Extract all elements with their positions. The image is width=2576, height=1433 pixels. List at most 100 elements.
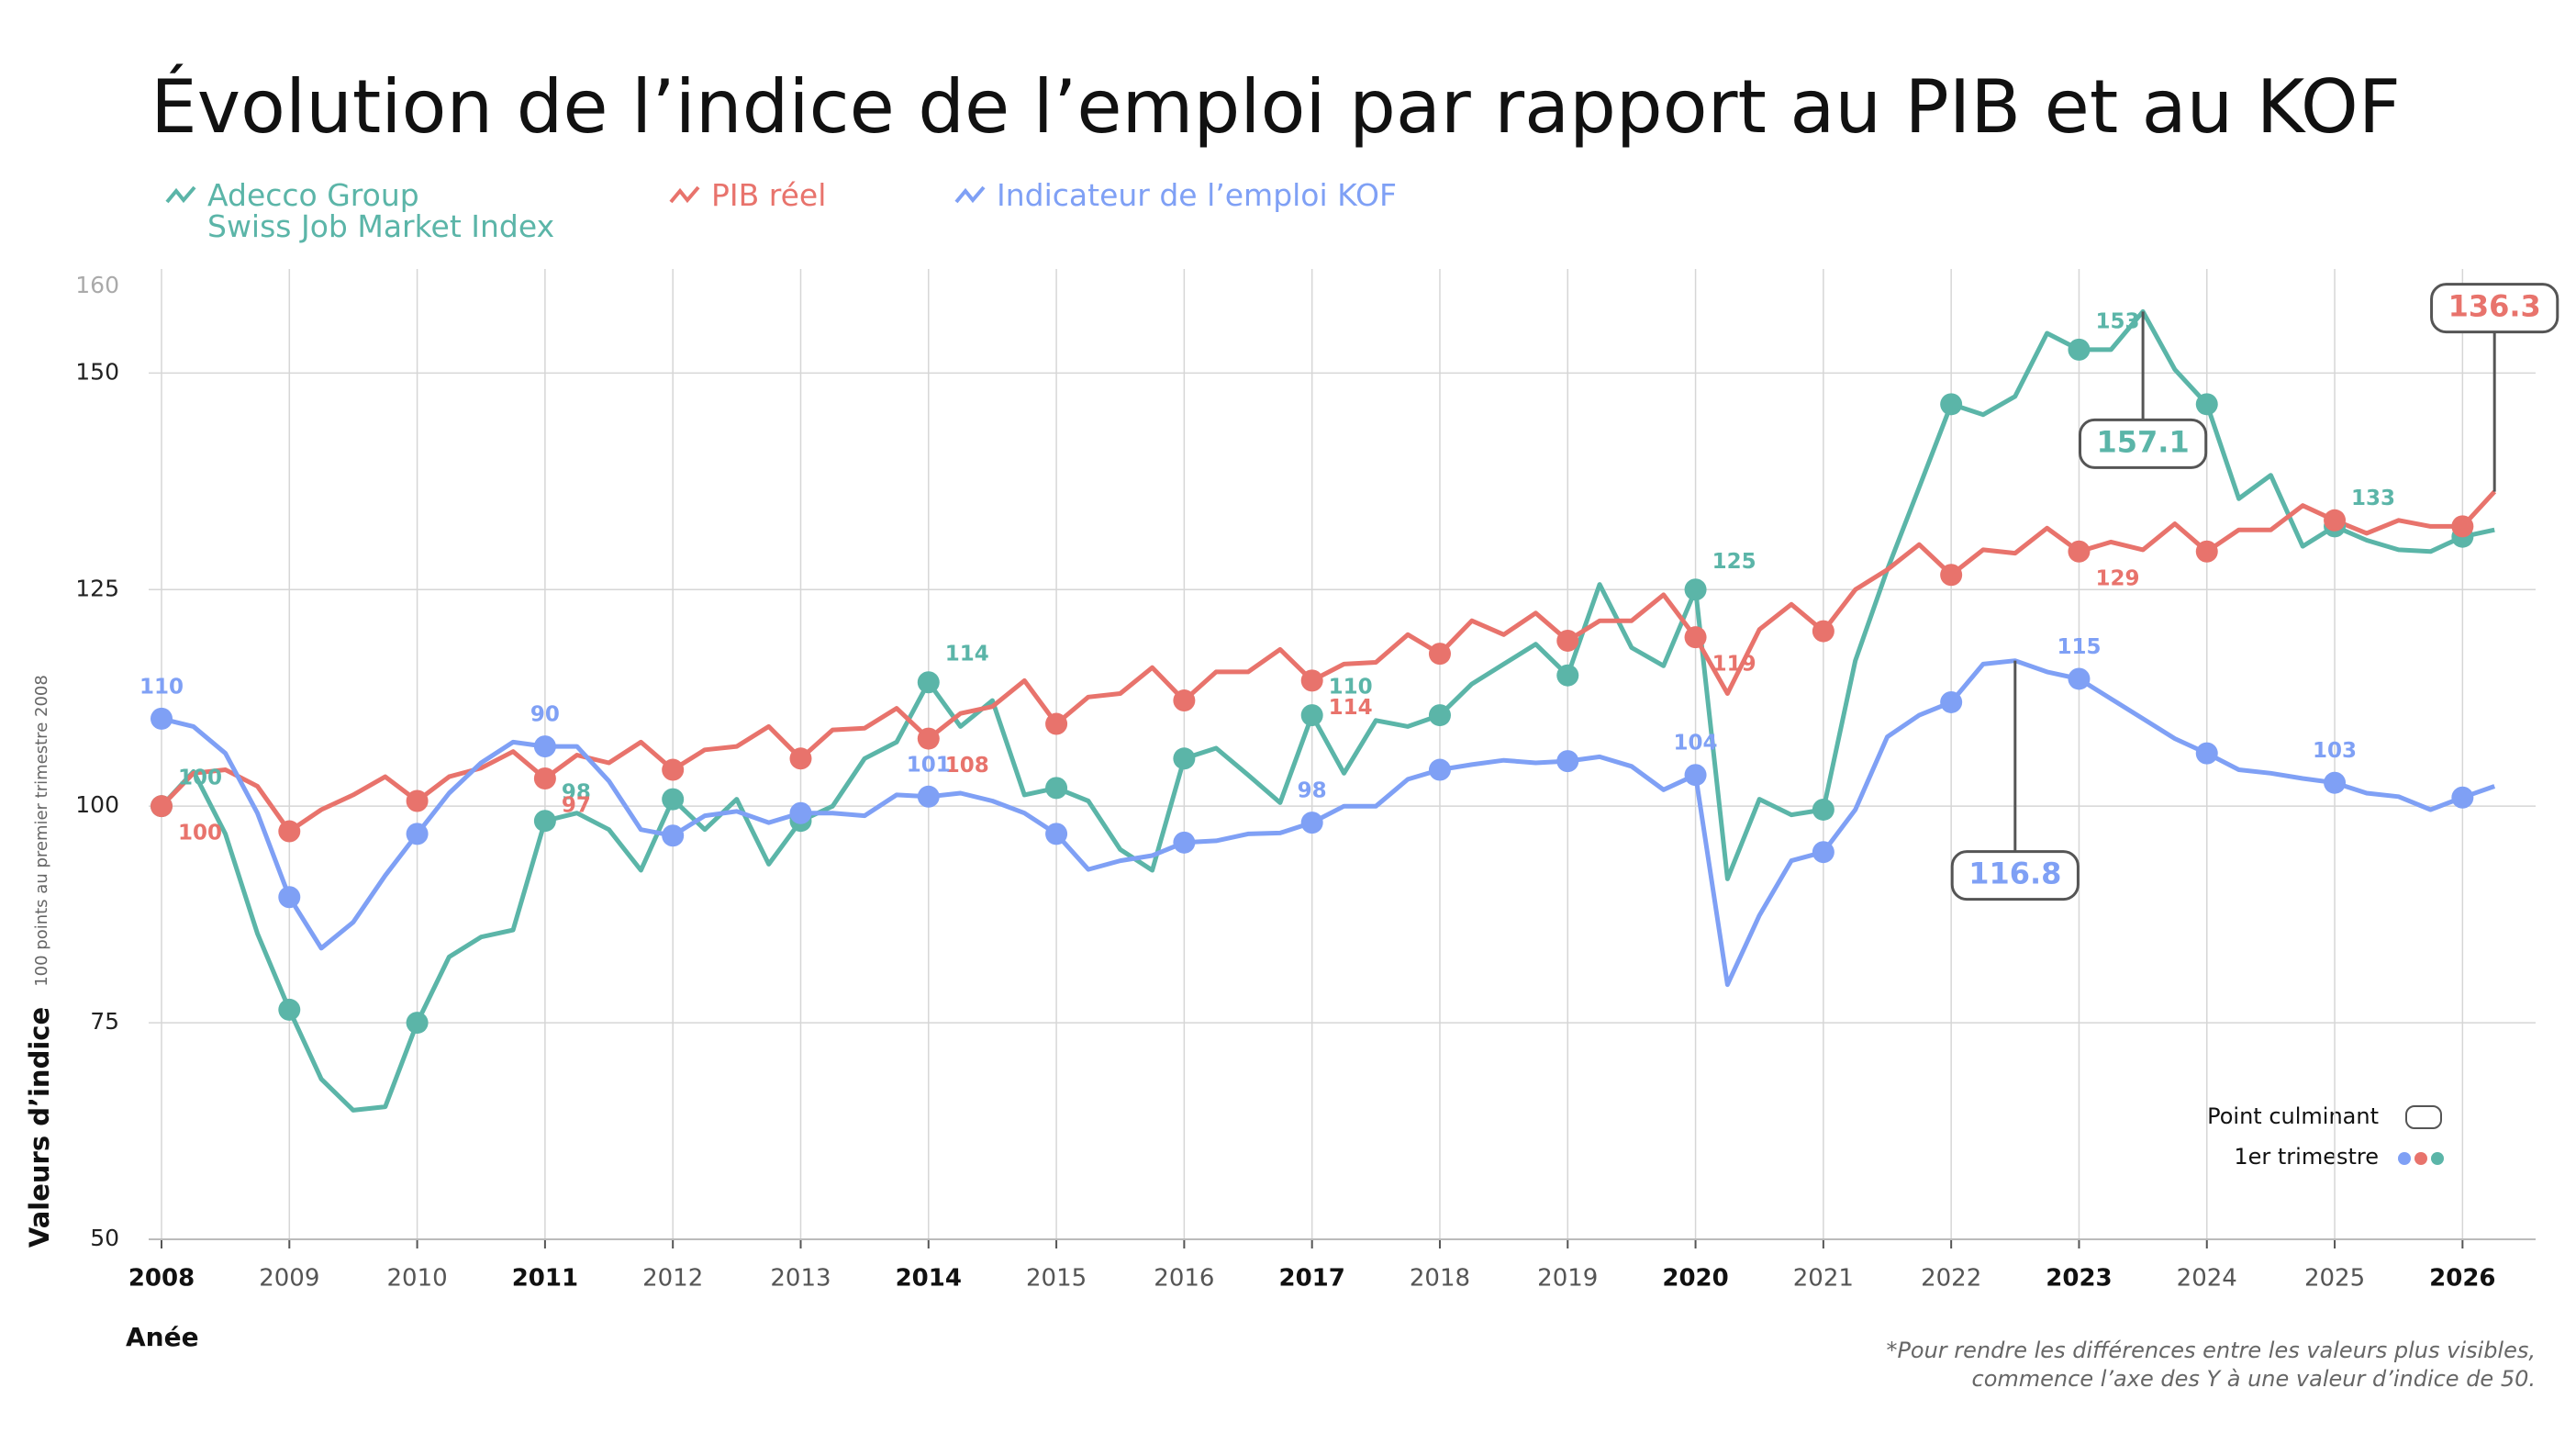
point-label: 133	[2351, 487, 2395, 510]
q1-dot	[533, 767, 556, 789]
point-label: 119	[1712, 653, 1756, 677]
point-label: 125	[1712, 550, 1756, 574]
x-tick-label: 2020	[1662, 1265, 1728, 1293]
legend-item: Indicateur de l’emploi KOF	[954, 180, 1397, 211]
point-label: 90	[530, 703, 560, 727]
q1-dot	[406, 1012, 429, 1035]
q1-dot	[1556, 664, 1579, 687]
y-tick-label: 160	[75, 272, 119, 298]
point-label: 98	[562, 781, 591, 805]
legend-peak-icon	[2405, 1105, 2442, 1129]
q1-dot	[1173, 689, 1196, 712]
q1-dot	[1940, 690, 1963, 713]
q1-dot	[1940, 393, 1963, 416]
q1-dot	[533, 735, 556, 758]
peak-label: 136.3	[2448, 289, 2541, 324]
callout-box	[2430, 283, 2559, 334]
q1-dot	[1045, 712, 1068, 735]
legend-item: PIB réel	[669, 180, 826, 211]
legend-note: Point culminant	[2207, 1103, 2379, 1129]
legend-note: 1er trimestre	[2234, 1144, 2379, 1170]
x-tick-label: 2017	[1278, 1265, 1344, 1293]
q1-dot	[151, 795, 173, 818]
legend-icon	[165, 185, 196, 204]
q1-dot	[2068, 667, 2091, 690]
q1-dot	[406, 789, 429, 812]
point-label: 101	[907, 753, 951, 777]
q1-dot	[406, 823, 429, 845]
point-label: 153	[2095, 309, 2139, 333]
x-tick-label: 2012	[642, 1265, 703, 1293]
point-label: 108	[945, 754, 989, 778]
point-label: 100	[178, 822, 222, 845]
footnote: commence l’axe des Y à une valeur d’indi…	[1972, 1366, 2536, 1392]
q1-dot	[2195, 742, 2218, 765]
legend-dot	[2398, 1152, 2411, 1165]
q1-dot	[2068, 338, 2091, 361]
q1-dot	[1300, 812, 1323, 834]
q1-dot	[1940, 564, 1963, 587]
q1-dot	[1300, 704, 1323, 727]
legend-dot	[2431, 1152, 2444, 1165]
x-tick-label: 2015	[1026, 1265, 1087, 1293]
q1-dot	[1173, 747, 1196, 770]
x-tick-label: 2023	[2046, 1265, 2112, 1293]
q1-dot	[278, 998, 301, 1021]
callout-box	[2078, 418, 2208, 469]
x-tick-label: 2026	[2429, 1265, 2495, 1293]
x-tick-label: 2011	[512, 1265, 578, 1293]
q1-dot	[662, 788, 685, 811]
point-label: 115	[2057, 635, 2101, 659]
point-label: 129	[2095, 566, 2139, 590]
q1-dot	[917, 785, 940, 808]
x-tick-label: 2018	[1410, 1265, 1470, 1293]
q1-dot	[1045, 823, 1068, 845]
y-tick-label: 100	[75, 791, 119, 818]
x-tick-label: 2009	[259, 1265, 319, 1293]
y-tick-label: 150	[75, 358, 119, 385]
q1-dot	[917, 671, 940, 694]
q1-dot	[1684, 626, 1707, 649]
q1-dot	[2324, 509, 2347, 532]
q1-dot	[1812, 798, 1834, 821]
x-tick-label: 2013	[770, 1265, 831, 1293]
point-label: 97	[562, 793, 591, 817]
q1-dot	[2324, 771, 2347, 794]
q1-dot	[151, 707, 173, 730]
legend-label: Indicateur de l’emploi KOF	[997, 177, 1397, 213]
x-tick-label: 2008	[128, 1265, 195, 1293]
callout-box	[1950, 850, 2080, 901]
q1-dot	[1812, 841, 1834, 864]
y-tick-label: 75	[90, 1008, 119, 1035]
q1-dot	[1428, 758, 1451, 781]
legend-icon	[669, 185, 700, 204]
x-tick-label: 2024	[2177, 1265, 2237, 1293]
point-label: 103	[2313, 739, 2357, 763]
q1-dot	[1556, 750, 1579, 773]
q1-dot	[1428, 704, 1451, 727]
x-tick-label: 2021	[1793, 1265, 1854, 1293]
x-tick-label: 2025	[2304, 1265, 2365, 1293]
footnote: *Pour rendre les différences entre les v…	[1886, 1338, 2536, 1363]
x-tick-label: 2019	[1537, 1265, 1598, 1293]
q1-dot	[2195, 393, 2218, 416]
peak-label: 157.1	[2096, 424, 2189, 459]
q1-dot	[278, 820, 301, 843]
point-label: 110	[139, 675, 184, 699]
q1-dot	[1428, 643, 1451, 666]
q1-dot	[1300, 669, 1323, 692]
q1-dot	[1684, 764, 1707, 787]
q1-dot	[1173, 831, 1196, 854]
point-label: 114	[945, 643, 989, 666]
legend-line	[669, 185, 700, 204]
y-axis-subtitle: 100 points au premier trimestre 2008	[32, 675, 51, 987]
legend-line	[165, 185, 196, 204]
x-tick-label: 2016	[1154, 1265, 1214, 1293]
y-tick-label: 50	[90, 1225, 119, 1251]
legend-line	[954, 185, 986, 204]
legend-label: Adecco Group Swiss Job Market Index	[207, 177, 555, 244]
q1-dot	[1812, 620, 1834, 643]
legend-item: Adecco Group Swiss Job Market Index	[165, 180, 554, 242]
